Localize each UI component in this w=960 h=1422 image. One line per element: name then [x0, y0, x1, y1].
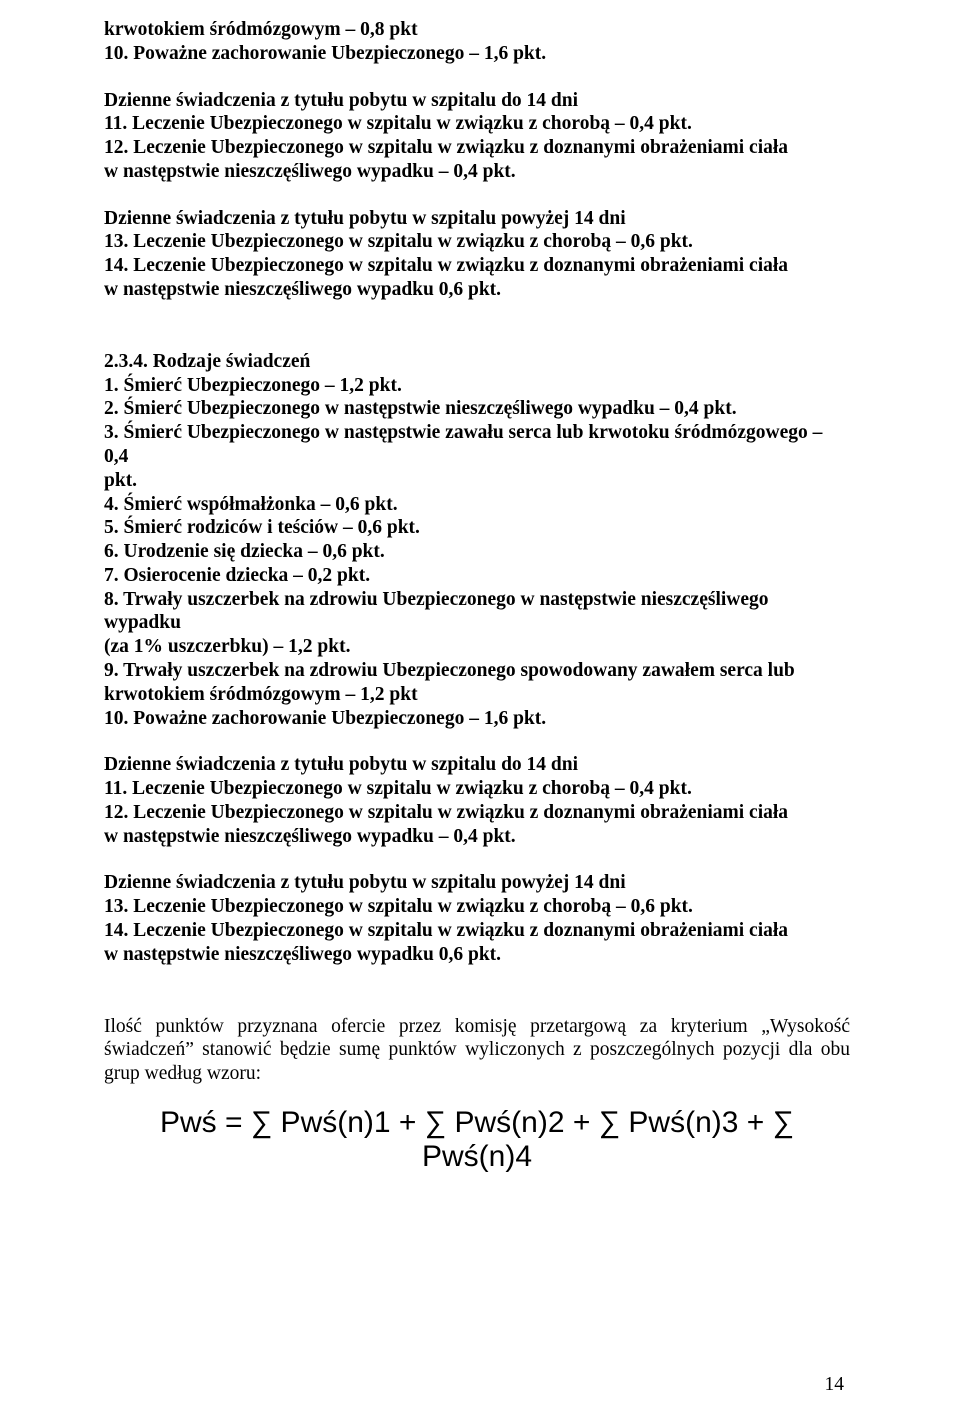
list-item: (za 1% uszczerbku) – 1,2 pkt.: [104, 635, 850, 659]
list-item: 14. Leczenie Ubezpieczonego w szpitalu w…: [104, 254, 850, 278]
list-item: 13. Leczenie Ubezpieczonego w szpitalu w…: [104, 230, 850, 254]
list-item: 2. Śmierć Ubezpieczonego w następstwie n…: [104, 397, 850, 421]
page-number: 14: [825, 1374, 845, 1396]
list-item: pkt.: [104, 469, 850, 493]
list-item: w następstwie nieszczęśliwego wypadku 0,…: [104, 943, 850, 967]
list-item: 10. Poważne zachorowanie Ubezpieczonego …: [104, 42, 850, 66]
list-item: krwotokiem śródmózgowym – 0,8 pkt: [104, 18, 850, 42]
list-item: 1. Śmierć Ubezpieczonego – 1,2 pkt.: [104, 374, 850, 398]
document-page: krwotokiem śródmózgowym – 0,8 pkt 10. Po…: [0, 0, 960, 1422]
list-item: 11. Leczenie Ubezpieczonego w szpitalu w…: [104, 112, 850, 136]
list-item: 6. Urodzenie się dziecka – 0,6 pkt.: [104, 540, 850, 564]
spacer: [104, 302, 850, 350]
spacer: [104, 848, 850, 871]
spacer: [104, 967, 850, 1015]
list-item: 5. Śmierć rodziców i teściów – 0,6 pkt.: [104, 516, 850, 540]
spacer: [104, 66, 850, 89]
list-item: 4. Śmierć współmałżonka – 0,6 pkt.: [104, 493, 850, 517]
list-item: 13. Leczenie Ubezpieczonego w szpitalu w…: [104, 895, 850, 919]
list-item: w następstwie nieszczęśliwego wypadku – …: [104, 825, 850, 849]
list-item: 10. Poważne zachorowanie Ubezpieczonego …: [104, 707, 850, 731]
formula: Pwś = ∑ Pwś(n)1 + ∑ Pwś(n)2 + ∑ Pwś(n)3 …: [104, 1106, 850, 1174]
list-item: 14. Leczenie Ubezpieczonego w szpitalu w…: [104, 919, 850, 943]
list-item: 12. Leczenie Ubezpieczonego w szpitalu w…: [104, 801, 850, 825]
list-item: 7. Osierocenie dziecka – 0,2 pkt.: [104, 564, 850, 588]
spacer: [104, 184, 850, 207]
spacer: [104, 730, 850, 753]
section-heading: Dzienne świadczenia z tytułu pobytu w sz…: [104, 207, 850, 231]
list-item: 12. Leczenie Ubezpieczonego w szpitalu w…: [104, 136, 850, 160]
list-item: 9. Trwały uszczerbek na zdrowiu Ubezpiec…: [104, 659, 850, 683]
list-item: 8. Trwały uszczerbek na zdrowiu Ubezpiec…: [104, 588, 850, 636]
paragraph: Ilość punktów przyznana ofercie przez ko…: [104, 1015, 850, 1086]
list-item: w następstwie nieszczęśliwego wypadku 0,…: [104, 278, 850, 302]
list-item: 11. Leczenie Ubezpieczonego w szpitalu w…: [104, 777, 850, 801]
section-heading: 2.3.4. Rodzaje świadczeń: [104, 350, 850, 374]
section-heading: Dzienne świadczenia z tytułu pobytu w sz…: [104, 871, 850, 895]
list-item: krwotokiem śródmózgowym – 1,2 pkt: [104, 683, 850, 707]
list-item: w następstwie nieszczęśliwego wypadku – …: [104, 160, 850, 184]
section-heading: Dzienne świadczenia z tytułu pobytu w sz…: [104, 89, 850, 113]
section-heading: Dzienne świadczenia z tytułu pobytu w sz…: [104, 753, 850, 777]
list-item: 3. Śmierć Ubezpieczonego w następstwie z…: [104, 421, 850, 469]
